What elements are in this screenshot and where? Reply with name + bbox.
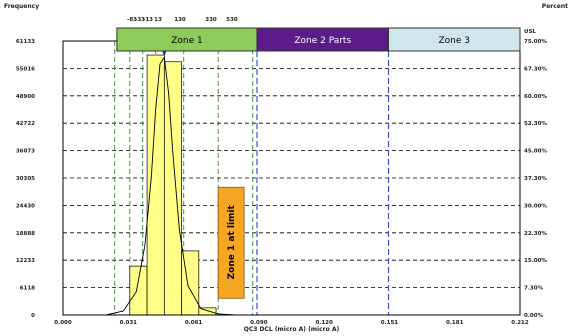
zone-label: Zone 2 Parts — [294, 36, 351, 46]
zone-label: Zone 1 — [171, 36, 203, 46]
fit-curve — [105, 56, 236, 316]
histogram-bar — [146, 54, 165, 316]
zone-banner — [388, 27, 521, 52]
y-tick-label: 61133 — [16, 39, 35, 45]
y2-tick-label: 30.00% — [524, 203, 547, 209]
y-axis-title: Frequency — [4, 3, 39, 10]
x-tick-label: 0.212 — [511, 320, 529, 326]
x-tick-label: 0.061 — [185, 320, 203, 326]
histogram-bar — [163, 61, 182, 316]
x-tick-label: 0.181 — [446, 320, 464, 326]
y-tick-label: 6118 — [20, 286, 35, 292]
y2-tick-label: 60.00% — [524, 94, 547, 100]
y2-tick-label: 37.30% — [524, 176, 547, 182]
x-tick-label: 0.151 — [381, 320, 399, 326]
x-tick-label: 0.031 — [120, 320, 138, 326]
top-tick-label: 530 — [226, 17, 238, 23]
y2-tick-label: 52.30% — [524, 121, 547, 127]
x-axis-title: QC3 DCL (micro A) (micro A) — [244, 326, 340, 333]
usl-label: USL — [524, 29, 536, 35]
x-tick-label: 0.120 — [315, 320, 333, 326]
y-tick-label: 12233 — [16, 258, 35, 264]
y-tick-label: 24430 — [16, 203, 35, 209]
y2-tick-label: 22.30% — [524, 231, 547, 237]
y2-tick-label: 15.00% — [524, 258, 547, 264]
y2-tick-label: 45.00% — [524, 149, 547, 155]
y-tick-label: 0 — [31, 313, 35, 319]
y-tick-label: 42722 — [16, 121, 35, 127]
y-tick-label: 36073 — [16, 149, 35, 155]
y2-tick-label: 67.30% — [524, 66, 547, 72]
y-tick-label: 30305 — [16, 176, 35, 182]
y-tick-label: 18888 — [16, 231, 35, 237]
y-tick-label: 48900 — [16, 94, 35, 100]
top-tick-label: -13 — [143, 17, 153, 23]
x-tick-label: 0.090 — [250, 320, 268, 326]
top-tick-label: 13 — [154, 17, 162, 23]
histogram-bar — [129, 265, 148, 316]
y-tick-label: 55016 — [16, 66, 35, 72]
y2-axis-title: Percent — [542, 3, 568, 10]
top-tick-label: -83 — [127, 17, 137, 23]
y2-tick-label: 7.30% — [524, 286, 544, 292]
top-tick-label: -33 — [135, 17, 145, 23]
zone-label: Zone 3 — [439, 36, 471, 46]
annotation-box — [217, 186, 245, 299]
x-tick-label: 0.000 — [54, 320, 72, 326]
top-tick-label: 330 — [205, 17, 217, 23]
annotation-label: Zone 1 at limit — [227, 204, 237, 279]
top-tick-label: 130 — [174, 17, 186, 23]
y2-tick-label: 0.00% — [524, 313, 544, 319]
y2-tick-label: 75.00% — [524, 39, 547, 45]
